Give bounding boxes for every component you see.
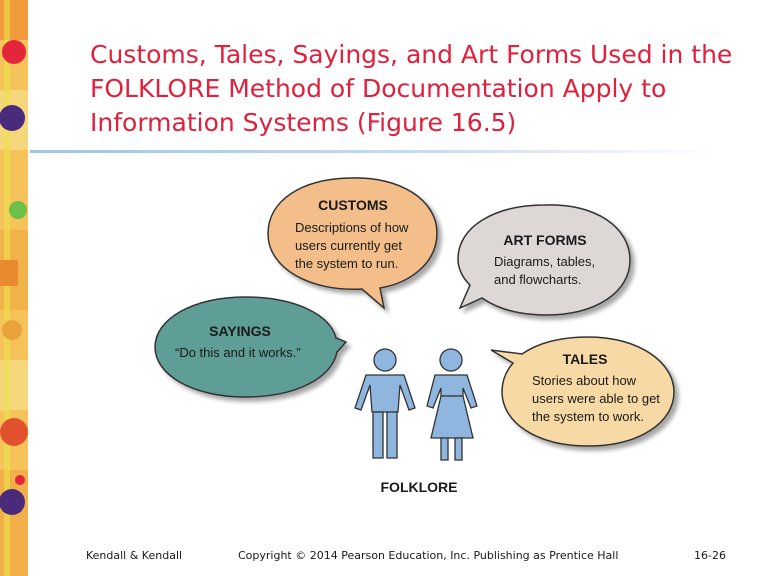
art-forms-line: and flowcharts. <box>494 272 581 287</box>
art-forms-line: Diagrams, tables, <box>494 254 595 269</box>
tales-bubble <box>490 336 675 447</box>
decorative-side-strip <box>0 0 28 576</box>
slide-title: Customs, Tales, Sayings, and Art Forms U… <box>90 38 733 140</box>
folklore-label: FOLKLORE <box>381 479 458 495</box>
footer-author: Kendall & Kendall <box>86 549 183 562</box>
title-line: Information Systems (Figure 16.5) <box>90 108 517 137</box>
title-line: Customs, Tales, Sayings, and Art Forms U… <box>90 40 733 69</box>
tales-line: Stories about how <box>532 373 637 388</box>
art-forms-bubble <box>457 204 631 316</box>
tales-line: the system to work. <box>532 409 644 424</box>
tales-line: users were able to get <box>532 391 660 406</box>
sayings-title: SAYINGS <box>209 323 271 339</box>
sayings-line: “Do this and it works.” <box>175 345 301 360</box>
customs-line: Descriptions of how <box>295 220 409 235</box>
customs-bubble <box>267 177 438 310</box>
customs-line: the system to run. <box>295 256 398 271</box>
customs-line: users currently get <box>295 238 402 253</box>
male-figure-icon <box>354 348 416 459</box>
female-figure-icon <box>426 348 478 461</box>
tales-title: TALES <box>563 351 608 367</box>
footer-page-number: 16-26 <box>694 549 726 562</box>
title-line: FOLKLORE Method of Documentation Apply t… <box>90 74 667 103</box>
art-forms-title: ART FORMS <box>503 232 586 248</box>
title-divider <box>30 150 720 153</box>
footer-copyright: Copyright © 2014 Pearson Education, Inc.… <box>238 549 619 562</box>
sayings-bubble <box>154 296 348 398</box>
customs-title: CUSTOMS <box>318 197 388 213</box>
